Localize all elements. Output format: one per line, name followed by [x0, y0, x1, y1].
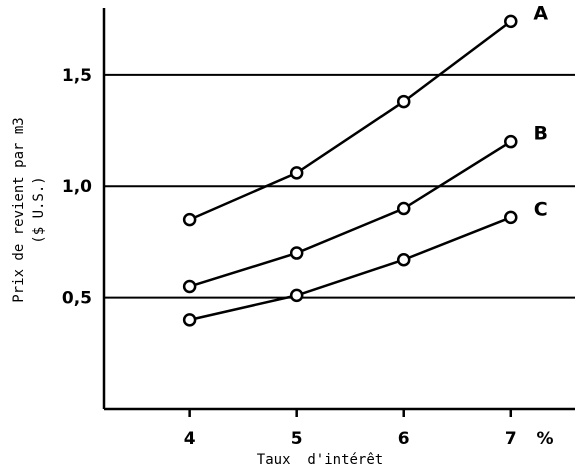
- series-label: C: [534, 198, 548, 220]
- series-label: B: [534, 123, 548, 145]
- data-point: [289, 166, 304, 180]
- data-point: [182, 212, 197, 227]
- series-A: A: [182, 2, 548, 227]
- y-tick-label: 0,5: [62, 289, 92, 309]
- series-line: [189, 140, 512, 288]
- data-point: [396, 201, 411, 216]
- data-point: [504, 134, 518, 149]
- series-line: [189, 216, 512, 322]
- series-B: B: [182, 123, 548, 294]
- y-axis-label-unit: ($ U.S.): [31, 176, 47, 243]
- y-axis-label: Prix de revient par m3: [11, 117, 27, 302]
- data-point: [289, 246, 304, 260]
- data-point: [182, 279, 197, 294]
- series-C: C: [182, 198, 548, 327]
- data-point: [504, 210, 518, 225]
- gridlines: [104, 73, 575, 299]
- data-point: [396, 252, 411, 267]
- data-point: [182, 313, 197, 327]
- series-label: A: [533, 2, 548, 24]
- y-tick-labels: 0,5 1,0 1,5: [62, 66, 92, 309]
- data-point: [289, 288, 304, 303]
- x-axis-label: Taux d'intérêt: [257, 452, 383, 468]
- series-group: A B C: [182, 2, 548, 327]
- x-tick-label: 7: [505, 429, 517, 449]
- x-tick-labels: 4 5 6 7: [184, 429, 517, 449]
- axes: [102, 8, 575, 417]
- y-tick-label: 1,0: [62, 177, 92, 197]
- x-tick-label: 5: [291, 429, 303, 449]
- x-tick-label: 6: [398, 429, 410, 449]
- x-tick-label: 4: [184, 429, 196, 449]
- data-point: [504, 14, 518, 29]
- series-line: [189, 20, 512, 221]
- x-unit-label: %: [536, 429, 553, 449]
- y-tick-label: 1,5: [62, 66, 92, 86]
- data-point: [396, 94, 411, 109]
